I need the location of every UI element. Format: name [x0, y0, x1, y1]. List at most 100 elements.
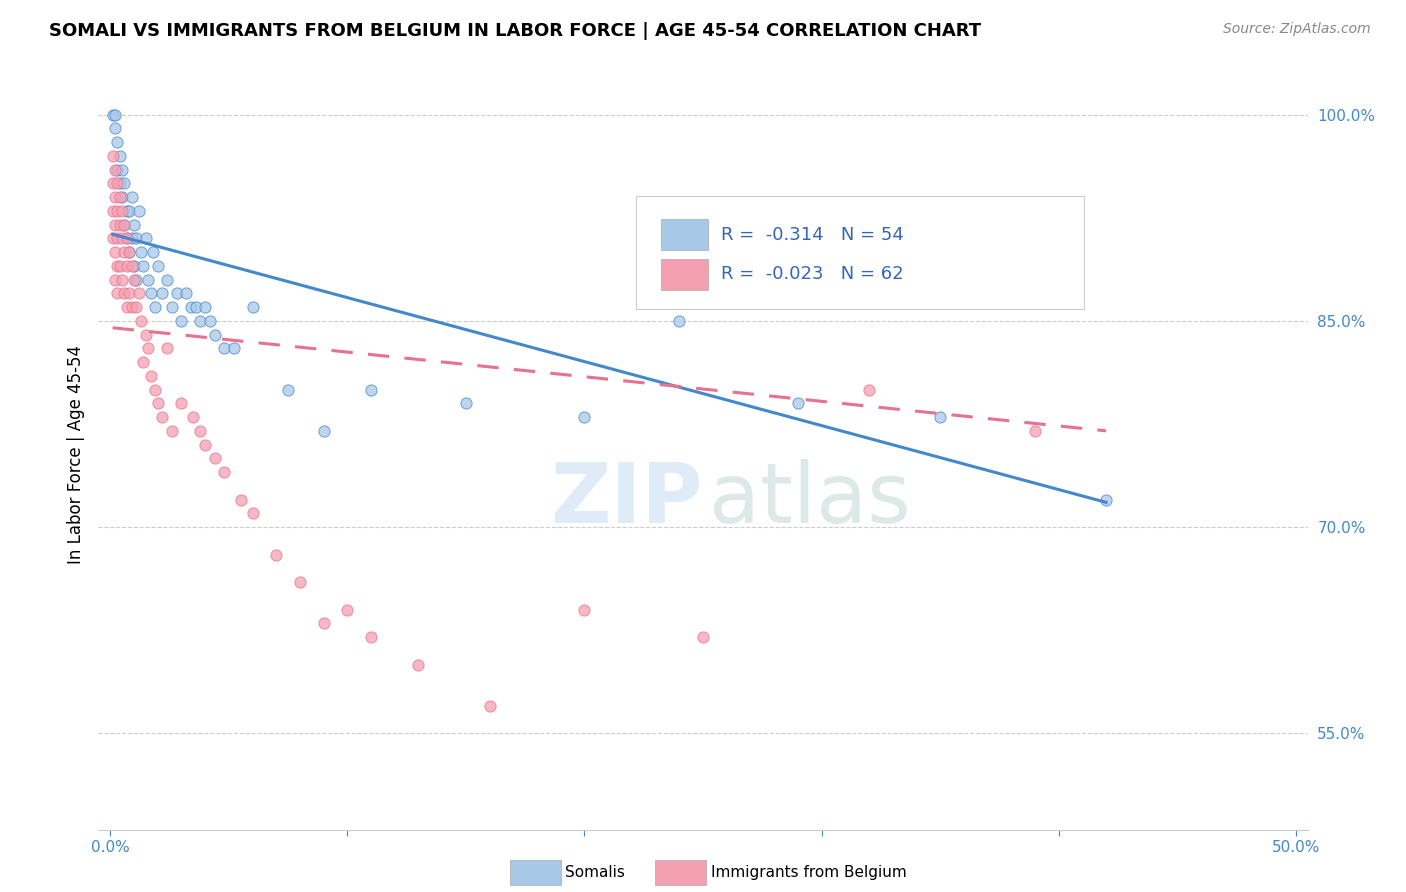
Point [111, 203, 134, 218]
Text: SOMALI VS IMMIGRANTS FROM BELGIUM IN LABOR FORCE | AGE 45-54 CORRELATION CHART: SOMALI VS IMMIGRANTS FROM BELGIUM IN LAB… [49, 22, 981, 40]
Point [156, 342, 179, 356]
Point [108, 177, 131, 191]
Point [170, 396, 193, 410]
Point [786, 396, 808, 410]
Point [101, 149, 124, 163]
Point [212, 342, 235, 356]
Point [146, 259, 169, 273]
Point [146, 396, 169, 410]
Y-axis label: In Labor Force | Age 45-54: In Labor Force | Age 45-54 [66, 345, 84, 565]
Point [181, 410, 204, 425]
Point [108, 218, 131, 232]
Point [478, 698, 501, 713]
Point [108, 259, 131, 273]
Point [105, 203, 128, 218]
Point [114, 218, 136, 232]
Text: ZIP: ZIP [551, 459, 703, 541]
Point [104, 108, 127, 122]
Point [360, 383, 382, 397]
Point [1024, 424, 1046, 438]
Point [132, 259, 155, 273]
Point [115, 231, 138, 245]
Point [101, 108, 124, 122]
Point [139, 368, 162, 383]
FancyBboxPatch shape [637, 196, 1084, 309]
Point [122, 272, 145, 286]
Point [105, 259, 128, 273]
Text: Immigrants from Belgium: Immigrants from Belgium [711, 865, 907, 880]
Point [184, 300, 207, 314]
Text: R =  -0.314   N = 54: R = -0.314 N = 54 [721, 226, 904, 244]
Point [190, 314, 212, 328]
Point [166, 286, 188, 301]
Point [118, 286, 141, 301]
Point [104, 121, 127, 136]
Point [242, 507, 264, 521]
Point [111, 162, 134, 177]
Point [152, 410, 174, 425]
FancyBboxPatch shape [661, 219, 707, 251]
Point [114, 286, 136, 301]
Point [136, 342, 159, 356]
Point [122, 259, 145, 273]
Point [125, 272, 148, 286]
Point [143, 300, 166, 314]
Point [288, 575, 311, 590]
Point [190, 424, 212, 438]
Point [408, 657, 430, 672]
Point [108, 190, 131, 204]
Point [129, 314, 152, 328]
Point [143, 383, 166, 397]
FancyBboxPatch shape [661, 259, 707, 290]
Point [135, 327, 157, 342]
Point [194, 437, 217, 451]
Point [204, 327, 226, 342]
Point [135, 231, 157, 245]
Point [121, 231, 143, 245]
Point [242, 300, 264, 314]
Point [105, 231, 128, 245]
Point [136, 272, 159, 286]
Point [101, 177, 124, 191]
Text: Source: ZipAtlas.com: Source: ZipAtlas.com [1223, 22, 1371, 37]
Point [194, 300, 217, 314]
Point [156, 272, 179, 286]
Point [101, 203, 124, 218]
Point [929, 410, 952, 425]
Point [104, 190, 127, 204]
Text: atlas: atlas [709, 459, 911, 541]
Point [360, 630, 382, 644]
Point [111, 272, 134, 286]
Point [277, 383, 299, 397]
Point [160, 424, 183, 438]
Point [204, 451, 226, 466]
Point [115, 203, 138, 218]
Point [574, 410, 596, 425]
Point [115, 231, 138, 245]
Point [118, 203, 141, 218]
Point [174, 286, 197, 301]
Point [121, 300, 143, 314]
Point [105, 162, 128, 177]
Point [118, 245, 141, 260]
Point [105, 177, 128, 191]
Point [101, 231, 124, 245]
Point [198, 314, 221, 328]
Point [105, 135, 128, 149]
Point [104, 218, 127, 232]
Point [264, 548, 287, 562]
Point [336, 602, 359, 616]
Point [115, 300, 138, 314]
Point [104, 245, 127, 260]
Point [858, 383, 880, 397]
Text: Somalis: Somalis [565, 865, 626, 880]
Point [108, 149, 131, 163]
Point [152, 286, 174, 301]
Point [122, 218, 145, 232]
Point [129, 245, 152, 260]
Point [118, 245, 141, 260]
Point [104, 162, 127, 177]
Point [114, 177, 136, 191]
Point [180, 300, 202, 314]
Text: R =  -0.023   N = 62: R = -0.023 N = 62 [721, 265, 904, 284]
